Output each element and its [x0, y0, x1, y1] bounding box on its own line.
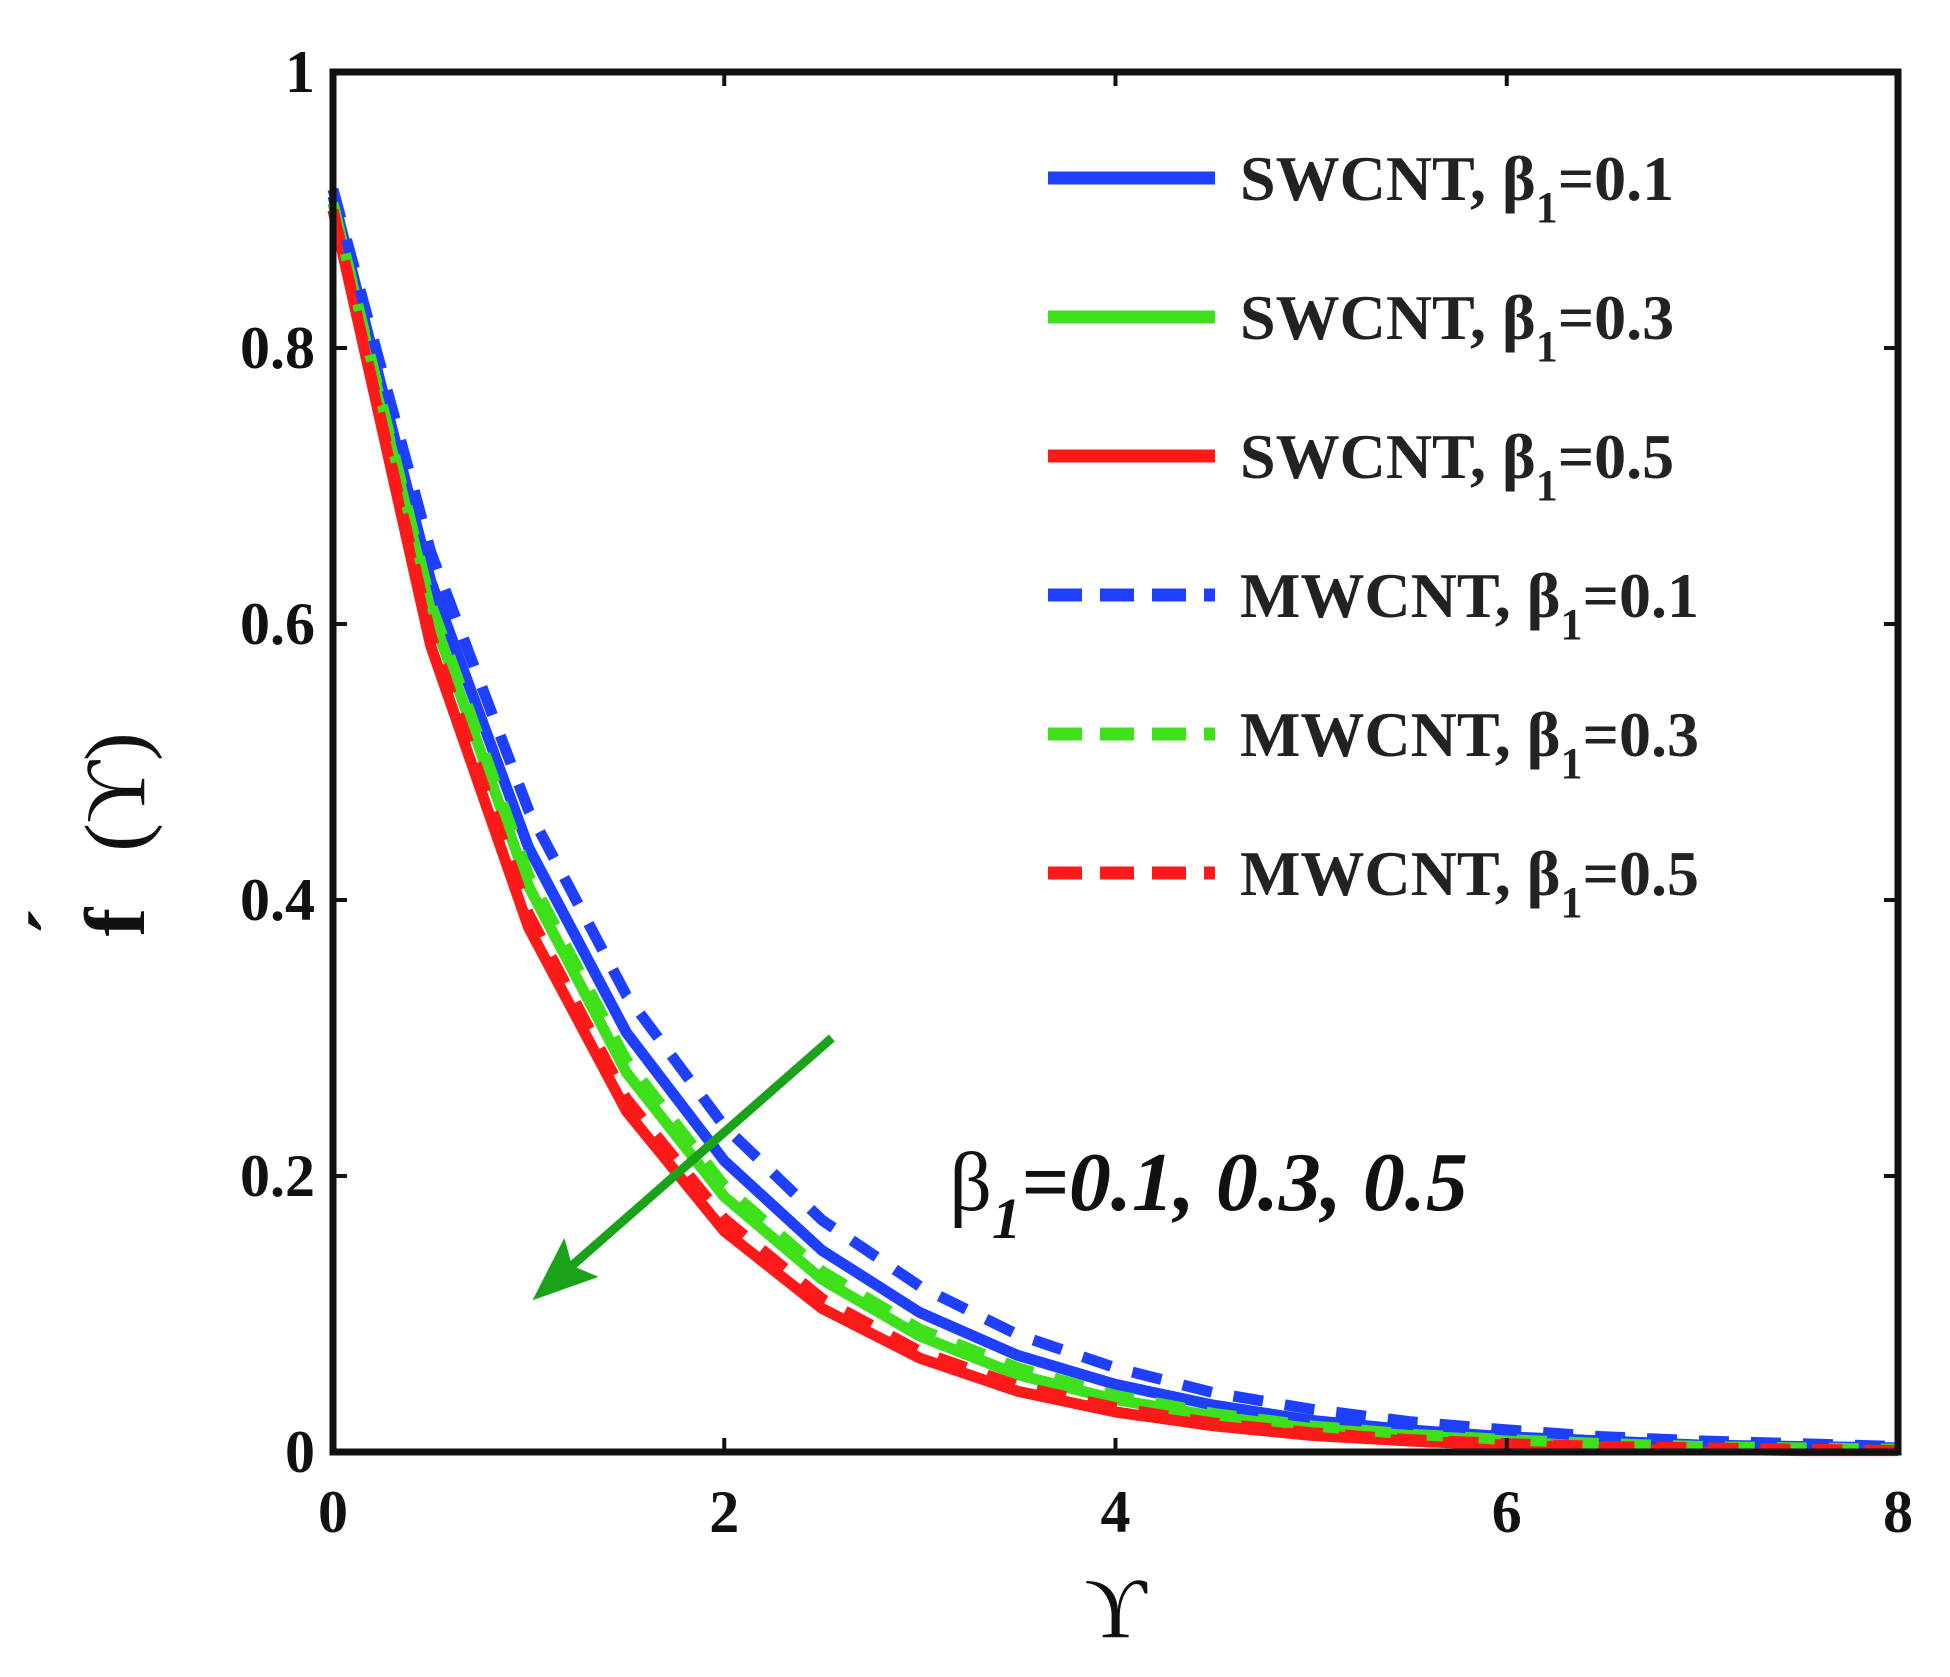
- legend-label-5: MWCNT, β1=0.5: [1240, 838, 1699, 927]
- legend-label-sub: 1: [1561, 739, 1583, 788]
- legend-label-0: SWCNT, β1=0.1: [1240, 143, 1674, 232]
- y-tick-label: 0.8: [240, 315, 315, 381]
- legend-label-sub: 1: [1536, 183, 1558, 232]
- legend-label-main: MWCNT, β: [1240, 560, 1561, 631]
- series-layer: [327, 187, 1899, 1457]
- y-tick-label: 0.4: [240, 867, 315, 933]
- annotation-arrow-shaft: [569, 1034, 835, 1269]
- y-axis-title-prime: ´: [11, 908, 107, 937]
- legend-label-2: SWCNT, β1=0.5: [1240, 421, 1674, 510]
- annotation-label: β1=0.1, 0.3, 0.5: [949, 1136, 1468, 1251]
- legend-label-main: MWCNT, β: [1240, 838, 1561, 909]
- legend-label-tail: =0.3: [1558, 282, 1674, 353]
- legend-label-tail: =0.5: [1558, 421, 1674, 492]
- annotation-label-main: β: [949, 1136, 992, 1229]
- series-line-5: [327, 208, 1899, 1457]
- series-line-3: [327, 187, 1899, 1452]
- annotation-label-sub: 1: [992, 1186, 1021, 1251]
- x-tick-label: 0: [318, 1479, 348, 1545]
- y-tick-label: 0.2: [240, 1143, 315, 1209]
- y-axis-title-main: f: [67, 906, 163, 936]
- y-tick-label: 1: [285, 39, 315, 105]
- legend-label-tail: =0.5: [1583, 838, 1699, 909]
- legend-label-4: MWCNT, β1=0.3: [1240, 699, 1699, 788]
- legend-label-main: SWCNT, β: [1240, 282, 1536, 353]
- legend-label-main: MWCNT, β: [1240, 699, 1561, 770]
- legend-label-sub: 1: [1561, 600, 1583, 649]
- annotation-layer: β1=0.1, 0.3, 0.5: [532, 1034, 1468, 1301]
- legend-label-sub: 1: [1536, 322, 1558, 371]
- y-tick-label: 0.6: [240, 591, 315, 657]
- legend-label-1: SWCNT, β1=0.3: [1240, 282, 1674, 371]
- y-axis-title: f ´ (ϒ): [11, 732, 163, 936]
- legend-label-3: MWCNT, β1=0.1: [1240, 560, 1699, 649]
- legend-label-tail: =0.1: [1558, 143, 1674, 214]
- annotation-label-tail: =0.1, 0.3, 0.5: [1021, 1136, 1468, 1229]
- series-line-4: [327, 201, 1899, 1455]
- x-tick-label: 6: [1492, 1479, 1522, 1545]
- x-tick-label: 2: [709, 1479, 739, 1545]
- annotation-arrow-head: [532, 1237, 599, 1301]
- x-axis-title: ϒ: [1084, 1560, 1147, 1656]
- legend-label-sub: 1: [1536, 461, 1558, 510]
- legend-label-sub: 1: [1561, 878, 1583, 927]
- y-axis-title-arg: (ϒ): [67, 732, 163, 851]
- legend-label-main: SWCNT, β: [1240, 421, 1536, 492]
- x-tick-label: 4: [1101, 1479, 1131, 1545]
- legend-label-main: SWCNT, β: [1240, 143, 1536, 214]
- legend-label-tail: =0.1: [1583, 560, 1699, 631]
- tick-layer: 0 2 4 6 8 0 0.2 0.4 0.6 0.8 1: [240, 39, 1913, 1545]
- x-tick-label: 8: [1883, 1479, 1913, 1545]
- y-tick-label: 0: [285, 1419, 315, 1485]
- legend-label-tail: =0.3: [1583, 699, 1699, 770]
